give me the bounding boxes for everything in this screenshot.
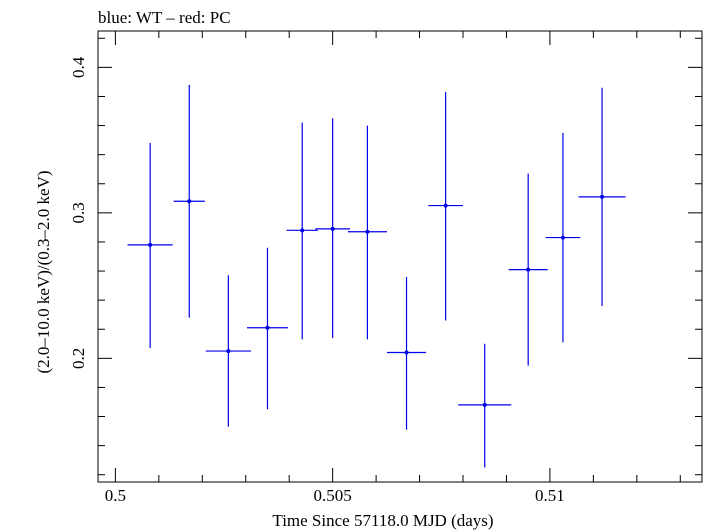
plot-frame — [97, 30, 703, 483]
data-point — [265, 325, 270, 330]
data-point — [526, 267, 531, 272]
x-tick-label: 0.505 — [314, 486, 352, 505]
y-tick-label: 0.2 — [69, 348, 88, 369]
chart-title: blue: WT – red: PC — [98, 8, 231, 27]
data-marks — [127, 84, 626, 468]
data-point — [365, 229, 370, 234]
y-axis-label: (2.0–10.0 keV)/(0.3–2.0 keV) — [34, 170, 53, 373]
x-tick-label: 0.5 — [105, 486, 126, 505]
data-point — [600, 194, 605, 199]
data-point — [560, 235, 565, 240]
tick-labels: 0.5 0.505 0.51 0.2 0.3 0.4 — [69, 56, 565, 505]
data-point — [187, 199, 192, 204]
data-point — [226, 349, 231, 354]
data-point — [300, 228, 305, 233]
data-point — [482, 402, 487, 407]
data-point — [330, 226, 335, 231]
axis-ticks — [98, 31, 702, 482]
x-tick-label: 0.51 — [535, 486, 565, 505]
y-tick-label: 0.4 — [69, 56, 88, 78]
data-point — [148, 242, 153, 247]
data-point — [404, 350, 409, 355]
data-point — [443, 203, 448, 208]
x-axis-label: Time Since 57118.0 MJD (days) — [272, 511, 493, 530]
y-tick-label: 0.3 — [69, 202, 88, 223]
